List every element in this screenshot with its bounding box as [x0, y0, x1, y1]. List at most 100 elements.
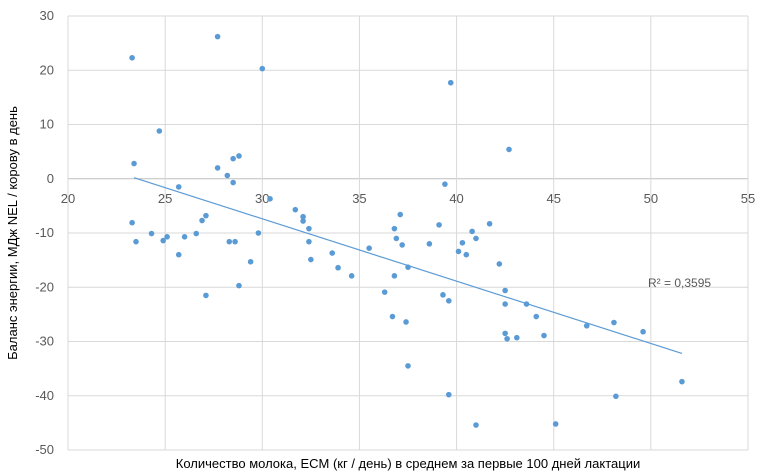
y-tick-label: -40	[35, 388, 54, 403]
x-tick-label: 50	[644, 191, 658, 206]
trendline	[133, 177, 683, 355]
data-point	[131, 160, 137, 167]
y-tick-label: -10	[35, 225, 54, 240]
data-point	[552, 421, 559, 427]
data-point	[496, 261, 503, 267]
data-point	[391, 273, 398, 279]
data-point	[175, 251, 182, 258]
data-point	[133, 238, 139, 245]
y-axis-label: Баланс энергии, МДж NEL / корову в день	[5, 106, 20, 360]
data-point	[502, 301, 508, 307]
data-point	[156, 128, 163, 134]
data-point	[502, 330, 508, 337]
data-point	[300, 218, 306, 224]
data-point	[389, 313, 396, 320]
data-point	[236, 282, 242, 289]
y-tick-label: 0	[47, 171, 54, 186]
data-point	[236, 153, 242, 159]
data-point	[473, 422, 479, 428]
data-point	[306, 238, 312, 245]
data-point	[436, 222, 442, 228]
gridlines	[67, 15, 749, 451]
data-point	[541, 332, 547, 339]
x-tick-label: 55	[741, 191, 755, 206]
data-point	[203, 212, 209, 219]
data-point	[473, 235, 479, 242]
data-point	[446, 391, 452, 398]
data-point	[393, 235, 400, 242]
data-point	[214, 33, 221, 40]
data-point	[164, 233, 170, 240]
data-point	[148, 230, 155, 237]
x-tick-label: 35	[352, 191, 366, 206]
y-tick-label: 20	[40, 62, 54, 77]
data-point	[181, 233, 188, 240]
data-point	[300, 213, 306, 220]
data-point	[679, 378, 685, 385]
data-point	[502, 287, 508, 294]
x-tick-label: 40	[449, 191, 463, 206]
data-point	[403, 319, 409, 325]
x-tick-labels: 20 25 30 35 40 45 50 55	[61, 191, 755, 206]
data-point	[447, 79, 454, 86]
data-point	[230, 155, 236, 162]
data-point	[455, 248, 462, 255]
data-point	[306, 225, 312, 232]
data-point	[175, 184, 182, 190]
data-point	[199, 217, 205, 224]
data-point	[381, 289, 388, 295]
data-point	[486, 220, 493, 227]
data-point	[129, 219, 135, 226]
data-point	[442, 181, 448, 187]
y-tick-labels: 30 20 10 0 -10 -20 -30 -40 -50	[35, 8, 54, 457]
data-point	[469, 228, 475, 235]
data-point	[226, 238, 233, 245]
data-point	[397, 211, 404, 218]
x-tick-label: 30	[255, 191, 269, 206]
r-squared-label: R² = 0,3595	[648, 276, 711, 290]
data-point	[308, 256, 314, 263]
data-point	[247, 258, 254, 265]
data-point	[459, 239, 466, 246]
y-tick-label: -50	[35, 442, 54, 457]
data-point	[348, 273, 355, 279]
x-tick-label: 25	[158, 191, 172, 206]
data-point	[504, 335, 510, 342]
data-point	[640, 328, 646, 335]
data-point	[366, 245, 372, 251]
data-point	[506, 146, 512, 153]
data-point	[405, 363, 411, 369]
data-point	[214, 165, 221, 171]
data-point	[335, 264, 341, 271]
y-tick-label: -30	[35, 334, 54, 349]
data-point	[203, 292, 209, 299]
data-point	[583, 322, 590, 329]
data-points	[129, 33, 685, 428]
data-point	[514, 334, 520, 341]
y-tick-label: -20	[35, 279, 54, 294]
data-point	[463, 251, 470, 258]
data-point	[255, 230, 262, 236]
data-point	[160, 237, 166, 244]
data-point	[129, 54, 135, 61]
data-point	[230, 179, 236, 186]
y-tick-label: 30	[40, 8, 54, 23]
data-point	[446, 298, 452, 304]
data-point	[440, 292, 446, 298]
x-tick-label: 45	[546, 191, 560, 206]
x-tick-label: 20	[61, 191, 75, 206]
data-point	[193, 230, 200, 237]
data-point	[399, 242, 405, 248]
data-point	[613, 393, 619, 400]
data-point	[391, 225, 398, 232]
data-point	[259, 65, 266, 72]
data-point	[292, 206, 299, 213]
data-point	[329, 250, 336, 256]
data-point	[533, 313, 540, 320]
data-point	[224, 172, 231, 179]
data-point	[267, 196, 273, 202]
data-point	[426, 241, 433, 247]
data-point	[232, 238, 238, 245]
x-axis-label: Количество молока, ECM (кг / день) в сре…	[176, 456, 640, 471]
data-point	[611, 319, 617, 326]
